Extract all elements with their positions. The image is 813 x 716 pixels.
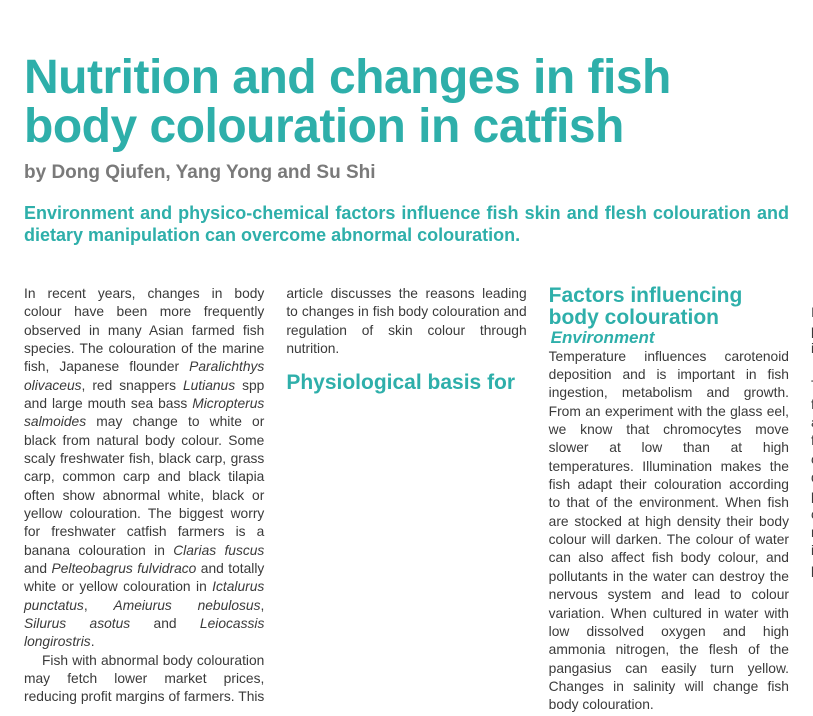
species: Lutianus [183,378,235,393]
text: , red snappers [82,378,183,393]
subheading-environment: Environment [549,329,789,348]
intro-paragraph-1: In recent years, changes in body colour … [24,285,264,652]
text: . [91,634,95,649]
species: Clarias fuscus [173,543,264,558]
section-heading-factors: Factors influencing body colouration [549,285,789,329]
text: may change to white or black from natura… [24,414,264,557]
text: and [130,616,200,631]
environment-paragraph: Temperature influences carotenoid deposi… [549,348,789,715]
species: Silurus asotus [24,616,130,631]
body-columns: In recent years, changes in body colour … [24,285,789,715]
species: Ameiurus nebulosus [114,598,261,613]
text: and [24,561,52,576]
deck: Environment and physico-chemical factors… [24,202,789,247]
species: Pelteobagrus fulvidraco [52,561,197,576]
byline: by Dong Qiufen, Yang Yong and Su Shi [24,162,789,184]
section-heading-physio-basis: Physiological basis for [286,372,526,394]
article-title: Nutrition and changes in fish body colou… [24,54,789,152]
text: , [260,598,264,613]
text: , [84,598,114,613]
